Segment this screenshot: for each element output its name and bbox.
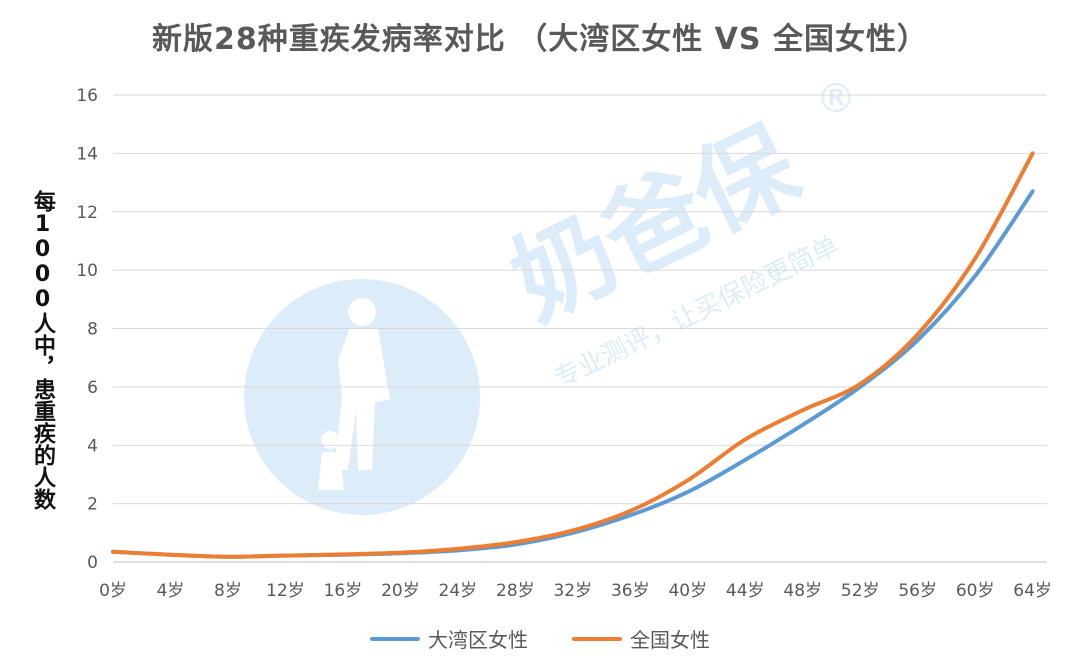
y-tick-labels: 0 2 4 6 8 10 12 14 16: [76, 86, 98, 573]
series-lines: [111, 151, 1035, 559]
series-line-1: [111, 151, 1035, 559]
watermark-figure-icon: [318, 298, 390, 490]
x-tick-label: 44岁: [726, 581, 765, 601]
x-tick-label: 40岁: [668, 581, 707, 601]
y-tick-label: 8: [87, 320, 98, 340]
legend-item-quanguo: 全国女性: [572, 624, 710, 653]
x-tick-label: 64岁: [1013, 581, 1052, 601]
y-tick-label: 4: [87, 436, 98, 456]
legend-label-quanguo: 全国女性: [630, 628, 710, 652]
x-tick-label: 12岁: [266, 581, 305, 601]
y-tick-label: 14: [76, 144, 98, 164]
y-tick-label: 6: [87, 378, 98, 398]
x-tick-label: 56岁: [898, 581, 937, 601]
y-tick-label: 16: [76, 86, 98, 106]
x-tick-label: 20岁: [381, 581, 420, 601]
x-tick-label: 8岁: [214, 581, 242, 601]
x-tick-label: 36岁: [611, 581, 650, 601]
y-tick-label: 12: [76, 203, 98, 223]
x-tick-label: 4岁: [157, 581, 185, 601]
x-tick-label: 16岁: [324, 581, 363, 601]
legend-label-dawanqu: 大湾区女性: [428, 628, 528, 652]
legend: 大湾区女性 全国女性: [0, 624, 1080, 653]
x-tick-label: 28岁: [496, 581, 535, 601]
x-tick-label: 32岁: [553, 581, 592, 601]
x-tick-label: 60岁: [956, 581, 995, 601]
x-tick-label: 24岁: [439, 581, 478, 601]
x-tick-label: 52岁: [841, 581, 880, 601]
x-tick-label: 48岁: [783, 581, 822, 601]
y-tick-label: 0: [87, 553, 98, 573]
watermark-circle: [244, 279, 480, 515]
watermark-brand: 奶爸保: [494, 105, 816, 342]
y-tick-label: 10: [76, 261, 98, 281]
y-tick-label: 2: [87, 495, 98, 515]
legend-swatch-dawanqu: [370, 636, 420, 641]
watermark-registered-mark: ®: [816, 76, 856, 122]
legend-item-dawanqu: 大湾区女性: [370, 624, 528, 653]
y-axis-title: 每1000人中，患重疾的人数: [30, 190, 55, 510]
legend-swatch-quanguo: [572, 636, 622, 641]
chart-title: 新版28种重疾发病率对比 （大湾区女性 VS 全国女性）: [152, 22, 928, 57]
x-tick-labels: 0岁 4岁 8岁 12岁 16岁 20岁 24岁 28岁 32岁 36岁 40岁 44岁 48岁 52岁 5…: [99, 581, 1052, 601]
grid-lines: [113, 94, 1047, 563]
x-tick-label: 0岁: [99, 581, 127, 601]
